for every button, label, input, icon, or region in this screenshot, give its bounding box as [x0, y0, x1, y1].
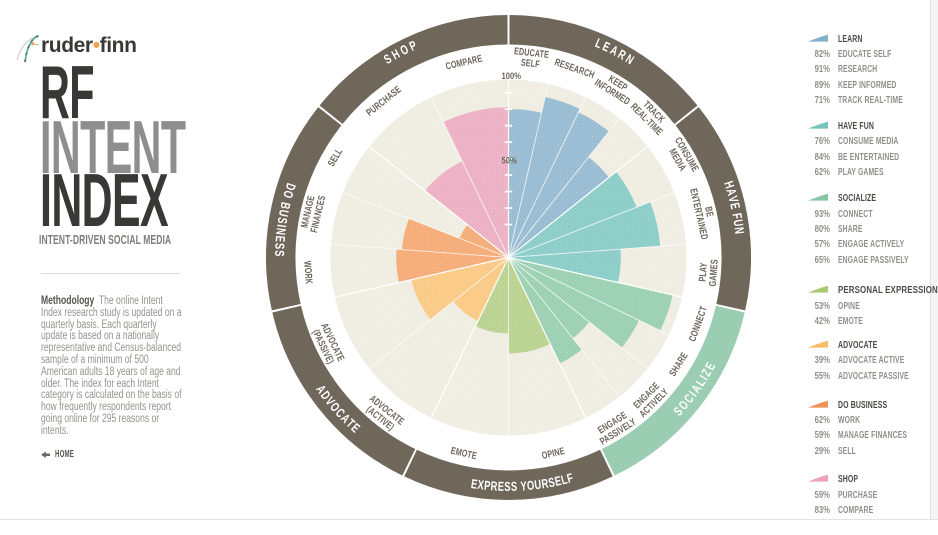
svg-text:E: E [727, 202, 742, 211]
svg-text:Y: Y [520, 480, 527, 494]
svg-text:I: I [698, 373, 711, 382]
svg-text:N: N [273, 227, 287, 235]
svg-text:GAMES: GAMES [707, 259, 720, 287]
svg-text:F: F [729, 212, 744, 220]
svg-text:U: U [275, 208, 290, 217]
svg-text:I: I [687, 389, 700, 399]
svg-text:SELF: SELF [520, 56, 540, 70]
svg-text:EMOTE: EMOTE [450, 445, 478, 462]
svg-text:I: I [274, 223, 288, 227]
svg-text:U: U [534, 478, 542, 493]
svg-text:SHARE: SHARE [667, 350, 691, 378]
svg-text:S: S [272, 250, 286, 257]
svg-text:H: H [721, 180, 736, 191]
svg-text:P: P [483, 479, 491, 493]
svg-text:S: S [547, 476, 556, 491]
svg-text:PLAY: PLAY [696, 262, 709, 282]
svg-text:COMPARE: COMPARE [444, 52, 483, 71]
svg-text:D: D [282, 181, 297, 192]
svg-text:BE: BE [703, 205, 716, 218]
svg-text:Z: Z [700, 367, 715, 379]
svg-text:L: L [593, 37, 604, 52]
svg-text:A: A [723, 187, 738, 197]
svg-text:O: O [526, 479, 535, 493]
svg-text:B: B [277, 201, 292, 211]
svg-text:L: L [560, 473, 569, 488]
svg-text:S: S [511, 480, 518, 494]
svg-text:SELL: SELL [325, 146, 345, 169]
svg-text:S: S [272, 243, 286, 250]
svg-text:CONNECT: CONNECT [686, 304, 709, 343]
svg-text:E: E [554, 475, 563, 490]
svg-text:V: V [725, 195, 740, 205]
svg-text:R: R [490, 480, 498, 494]
svg-text:S: S [504, 481, 511, 495]
svg-text:100%: 100% [502, 71, 522, 82]
svg-text:E: E [272, 235, 286, 243]
svg-text:WORK: WORK [302, 260, 315, 285]
svg-text:E: E [470, 478, 479, 493]
svg-text:F: F [566, 472, 575, 487]
svg-text:R: R [541, 477, 550, 492]
svg-text:EDUCATE: EDUCATE [513, 45, 549, 60]
svg-text:E: E [600, 40, 612, 55]
svg-text:X: X [477, 479, 485, 493]
svg-text:P: P [408, 39, 420, 54]
svg-text:OPINE: OPINE [541, 445, 566, 461]
svg-text:O: O [280, 189, 295, 200]
svg-text:50%: 50% [502, 155, 518, 166]
svg-text:E: E [497, 480, 504, 494]
svg-text:S: S [274, 216, 289, 225]
svg-text:U: U [730, 219, 745, 228]
svg-text:N: N [731, 226, 745, 234]
